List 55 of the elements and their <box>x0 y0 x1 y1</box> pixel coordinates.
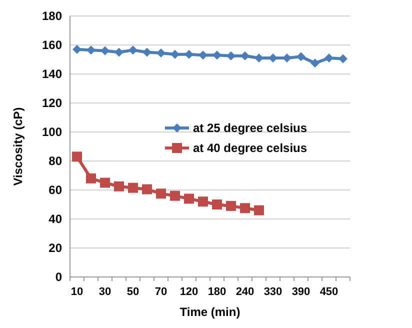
point <box>114 181 124 192</box>
y-tick-label: 180 <box>42 9 62 24</box>
x-tick-label: 450 <box>320 286 338 298</box>
x-tick-label: 50 <box>126 286 140 298</box>
point <box>72 152 82 162</box>
point <box>310 58 320 68</box>
point <box>240 203 250 214</box>
x-tick-label: 240 <box>236 286 254 298</box>
x-tick-label: 120 <box>180 286 198 298</box>
point <box>212 50 222 60</box>
point <box>240 51 250 60</box>
point <box>226 51 236 60</box>
x-axis-title: Time (min) <box>180 305 240 319</box>
y-tick-label: 60 <box>48 183 62 198</box>
y-tick-label: 160 <box>42 38 62 52</box>
x-tick-label: 70 <box>154 286 168 298</box>
x-tick-label: 10 <box>70 286 84 298</box>
x-tick-label: 180 <box>208 286 226 298</box>
y-tick-label: 80 <box>48 154 62 168</box>
point <box>142 184 152 194</box>
point <box>184 50 194 59</box>
point <box>198 196 208 207</box>
point <box>128 182 138 193</box>
point <box>198 50 208 60</box>
y-tick-label: 20 <box>48 241 62 256</box>
point <box>156 48 166 58</box>
point <box>72 44 82 54</box>
point <box>100 46 110 56</box>
point <box>184 194 194 204</box>
point <box>170 50 180 59</box>
point <box>128 46 138 55</box>
x-tick-label: 30 <box>98 286 112 298</box>
point <box>324 54 334 63</box>
y-tick-label: 40 <box>48 212 62 226</box>
legend-label: at 25 degree celsius <box>193 121 308 136</box>
point <box>296 52 306 62</box>
y-tick-label: 100 <box>42 125 62 140</box>
y-axis-title: Viscosity (cP) <box>11 107 25 186</box>
legend-label: at 40 degree celsius <box>193 141 308 156</box>
point <box>86 46 96 55</box>
point <box>86 173 96 184</box>
y-tick-label: 0 <box>55 270 62 284</box>
point <box>100 178 110 188</box>
x-tick-label: 390 <box>292 286 310 298</box>
point <box>114 48 124 57</box>
point <box>254 205 264 216</box>
point <box>156 188 166 199</box>
point <box>142 48 152 57</box>
point <box>338 54 348 64</box>
y-tick-label: 140 <box>42 67 62 82</box>
point <box>226 200 236 211</box>
point <box>170 190 180 201</box>
x-tick-label: 330 <box>264 286 282 298</box>
point <box>212 200 222 210</box>
y-tick-label: 120 <box>42 96 62 110</box>
